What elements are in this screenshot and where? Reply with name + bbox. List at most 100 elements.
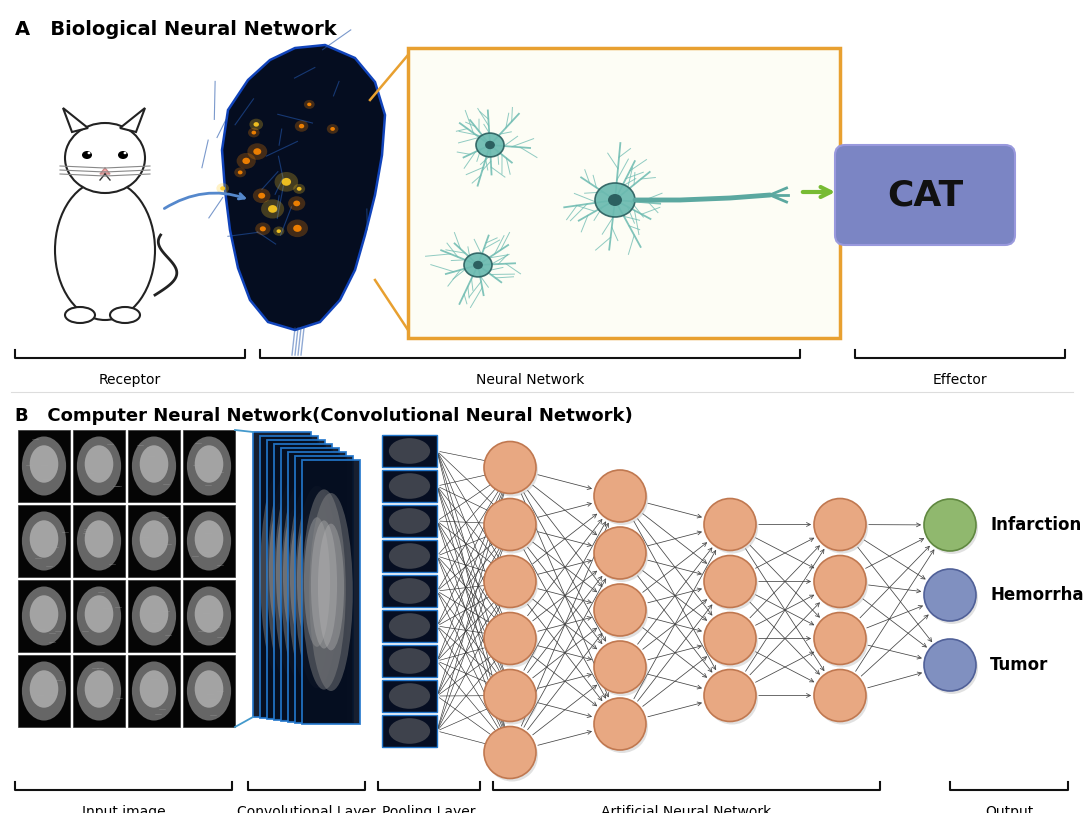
Ellipse shape xyxy=(304,100,314,109)
Ellipse shape xyxy=(389,508,430,534)
Text: A   Biological Neural Network: A Biological Neural Network xyxy=(15,20,337,39)
Ellipse shape xyxy=(195,595,223,633)
Ellipse shape xyxy=(85,446,114,483)
Ellipse shape xyxy=(251,131,256,134)
Ellipse shape xyxy=(486,559,538,611)
Ellipse shape xyxy=(318,524,344,650)
Ellipse shape xyxy=(283,507,309,641)
Ellipse shape xyxy=(486,141,495,150)
Ellipse shape xyxy=(311,520,337,649)
Ellipse shape xyxy=(816,502,868,554)
Text: Output: Output xyxy=(985,805,1033,813)
Ellipse shape xyxy=(195,670,223,708)
Text: Hemorrhage: Hemorrhage xyxy=(990,586,1084,604)
Ellipse shape xyxy=(85,520,114,558)
Text: Input image: Input image xyxy=(81,805,166,813)
Ellipse shape xyxy=(297,514,323,645)
Text: Infarction: Infarction xyxy=(990,516,1081,534)
Ellipse shape xyxy=(140,595,168,633)
Ellipse shape xyxy=(483,555,535,607)
Bar xyxy=(382,540,437,572)
Ellipse shape xyxy=(254,148,261,154)
Ellipse shape xyxy=(85,595,114,633)
Ellipse shape xyxy=(276,229,281,233)
Bar xyxy=(382,715,437,747)
Ellipse shape xyxy=(237,171,243,174)
Ellipse shape xyxy=(926,572,978,624)
Ellipse shape xyxy=(309,493,352,691)
Bar xyxy=(128,505,180,577)
Ellipse shape xyxy=(22,437,66,495)
Ellipse shape xyxy=(132,437,176,495)
Bar xyxy=(382,575,437,607)
Ellipse shape xyxy=(476,133,504,157)
Ellipse shape xyxy=(273,227,284,236)
Ellipse shape xyxy=(274,475,318,684)
Ellipse shape xyxy=(302,489,346,689)
Polygon shape xyxy=(120,108,145,132)
Ellipse shape xyxy=(926,502,978,554)
Ellipse shape xyxy=(29,446,59,483)
Ellipse shape xyxy=(389,578,430,604)
Ellipse shape xyxy=(389,438,430,463)
Ellipse shape xyxy=(594,641,646,693)
Bar xyxy=(18,505,70,577)
Bar xyxy=(382,505,437,537)
Ellipse shape xyxy=(186,662,231,720)
Ellipse shape xyxy=(486,672,538,724)
Ellipse shape xyxy=(268,472,311,683)
Bar xyxy=(128,430,180,502)
Ellipse shape xyxy=(297,187,301,191)
Ellipse shape xyxy=(282,178,292,185)
Bar xyxy=(73,655,125,727)
Ellipse shape xyxy=(186,511,231,571)
Ellipse shape xyxy=(594,527,646,579)
Ellipse shape xyxy=(124,152,127,154)
Ellipse shape xyxy=(924,499,976,551)
Bar xyxy=(73,430,125,502)
Ellipse shape xyxy=(254,122,259,127)
Bar xyxy=(382,610,437,642)
Ellipse shape xyxy=(596,701,648,753)
Ellipse shape xyxy=(299,124,305,128)
Ellipse shape xyxy=(307,102,311,107)
Ellipse shape xyxy=(132,511,176,571)
FancyBboxPatch shape xyxy=(408,48,840,338)
Ellipse shape xyxy=(186,437,231,495)
Ellipse shape xyxy=(816,559,868,611)
Ellipse shape xyxy=(926,642,978,694)
Bar xyxy=(128,580,180,652)
Ellipse shape xyxy=(236,153,256,169)
Bar xyxy=(73,505,125,577)
Bar xyxy=(18,655,70,727)
Ellipse shape xyxy=(814,669,866,721)
Ellipse shape xyxy=(29,670,59,708)
Ellipse shape xyxy=(706,559,758,611)
Bar xyxy=(183,580,235,652)
Bar xyxy=(128,655,180,727)
Ellipse shape xyxy=(704,612,756,664)
Bar xyxy=(260,436,318,718)
Ellipse shape xyxy=(704,669,756,721)
Bar xyxy=(382,435,437,467)
Ellipse shape xyxy=(706,615,758,667)
Ellipse shape xyxy=(82,151,92,159)
Ellipse shape xyxy=(140,520,168,558)
Bar xyxy=(382,645,437,677)
Ellipse shape xyxy=(594,698,646,750)
Ellipse shape xyxy=(247,143,268,160)
Ellipse shape xyxy=(594,470,646,522)
Ellipse shape xyxy=(293,224,301,232)
Text: B   Computer Neural Network(Convolutional Neural Network): B Computer Neural Network(Convolutional … xyxy=(15,407,633,425)
Bar xyxy=(183,505,235,577)
Ellipse shape xyxy=(140,670,168,708)
Ellipse shape xyxy=(249,119,263,130)
Bar xyxy=(73,580,125,652)
Ellipse shape xyxy=(255,223,271,235)
Ellipse shape xyxy=(389,613,430,639)
Ellipse shape xyxy=(389,648,430,674)
Ellipse shape xyxy=(816,672,868,724)
Ellipse shape xyxy=(814,612,866,664)
Ellipse shape xyxy=(486,729,538,781)
Ellipse shape xyxy=(22,511,66,571)
